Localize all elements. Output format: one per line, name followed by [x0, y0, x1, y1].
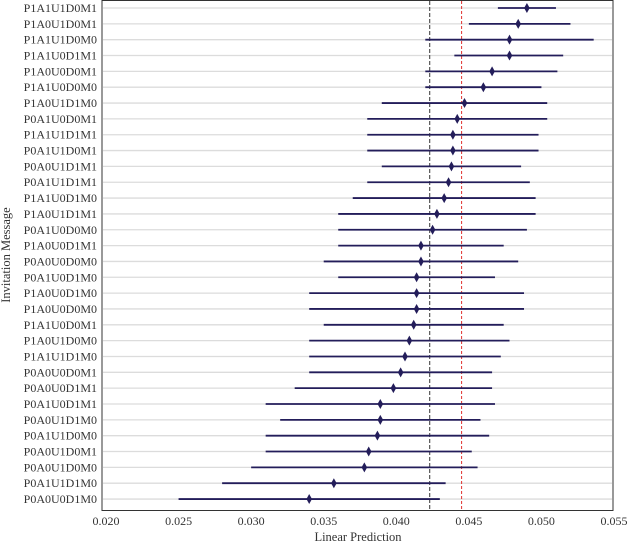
- estimate-point: [454, 113, 461, 124]
- y-tick-label: P1A0U0D1M0: [24, 286, 97, 300]
- estimate-point: [445, 177, 452, 188]
- y-tick-label: P0A1U0D0M1: [24, 112, 97, 126]
- plot-frame: [101, 0, 614, 511]
- x-tick-label: 0.045: [455, 514, 482, 528]
- y-tick-label: P0A0U1D0M0: [24, 460, 97, 474]
- y-tick-label: P0A1U1D1M0: [24, 476, 97, 490]
- x-tick-label: 0.040: [383, 514, 410, 528]
- estimate-point: [515, 18, 522, 29]
- y-tick-label: P0A0U1D1M1: [24, 159, 97, 173]
- estimate-point: [377, 399, 384, 409]
- estimate-point: [390, 383, 397, 394]
- y-tick-label: P1A0U1D1M0: [24, 96, 97, 110]
- y-tick-label: P0A0U1D0M1: [24, 445, 97, 459]
- estimate-point: [306, 494, 312, 505]
- x-tick-label: 0.035: [310, 514, 337, 528]
- y-tick-label: P0A1U1D0M1: [24, 144, 97, 158]
- y-tick-label: P0A0U0D0M1: [24, 365, 97, 379]
- y-tick-label: P1A0U1D0M1: [24, 17, 97, 31]
- estimate-point: [489, 66, 495, 77]
- gridlines: [103, 7, 612, 500]
- estimate-point: [410, 319, 417, 330]
- estimate-point: [397, 367, 404, 378]
- y-tick-label: P1A0U1D1M1: [24, 207, 97, 221]
- y-tick-label: P1A0U0D0M0: [24, 302, 97, 316]
- estimate-point: [365, 446, 372, 457]
- y-tick-label: P0A1U0D1M0: [24, 270, 97, 284]
- data-marks: [178, 3, 594, 505]
- y-tick-label: P1A1U0D0M0: [24, 80, 97, 94]
- y-tick-label: P0A0U1D1M0: [24, 413, 97, 427]
- estimate-point: [480, 82, 487, 93]
- y-tick-label: P1A1U0D1M1: [24, 49, 97, 63]
- estimate-point: [448, 161, 455, 172]
- y-tick-label: P1A1U0D0M1: [24, 318, 97, 332]
- y-tick-label: P1A1U1D0M0: [24, 33, 97, 47]
- estimate-point: [406, 335, 413, 346]
- estimate-point: [413, 303, 420, 314]
- y-axis-title: Invitation Message: [0, 207, 13, 303]
- x-tick-label: 0.030: [238, 514, 265, 528]
- estimate-point: [418, 240, 424, 251]
- estimate-point: [377, 414, 384, 425]
- y-tick-label: P1A0U1D0M0: [24, 334, 97, 348]
- estimate-point: [402, 351, 408, 362]
- x-tick-label: 0.020: [93, 514, 120, 528]
- estimate-point: [418, 256, 424, 267]
- y-tick-label: P1A1U1D1M1: [24, 128, 97, 142]
- y-tick-label: P1A1U0D1M0: [24, 191, 97, 205]
- y-tick-label: P0A0U0D1M1: [24, 381, 97, 395]
- estimate-point: [524, 3, 530, 13]
- estimate-point: [450, 145, 456, 156]
- estimate-point: [361, 462, 368, 473]
- y-tick-label: P0A0U0D0M0: [24, 254, 97, 268]
- x-tick-label: 0.025: [165, 514, 192, 528]
- x-axis-title: Linear Prediction: [314, 530, 402, 544]
- y-tick-label: P1A0U0D0M1: [24, 64, 97, 78]
- estimate-point: [450, 129, 456, 140]
- estimate-point: [441, 193, 447, 204]
- y-tick-label: P0A1U1D1M1: [24, 175, 97, 189]
- y-tick-label: P1A1U1D0M1: [24, 1, 97, 15]
- estimate-point: [506, 50, 513, 61]
- y-tick-label: P0A1U0D1M1: [24, 397, 97, 411]
- estimate-point: [506, 34, 513, 45]
- estimate-point: [413, 272, 420, 283]
- x-tick-label: 0.050: [528, 514, 555, 528]
- x-tick-labels: 0.020 0.025 0.030 0.035 0.040 0.045 0.050 0.055: [93, 514, 628, 528]
- y-tick-labels: P1A1U1D0M1 P1A0U1D0M1 P1A1U1D0M0 P1A1U0D1M1…: [24, 1, 97, 506]
- estimate-point: [413, 288, 420, 299]
- estimate-point: [331, 478, 337, 489]
- y-tick-label: P1A1U1D1M0: [24, 349, 97, 363]
- y-tick-label: P0A1U1D0M0: [24, 429, 97, 443]
- reference-lines: [429, 1, 463, 510]
- estimate-point: [374, 430, 381, 441]
- y-tick-label: P1A0U0D1M1: [24, 239, 97, 253]
- y-tick-label: P0A1U0D0M0: [24, 223, 97, 237]
- estimate-point: [461, 98, 468, 109]
- x-tick-label: 0.055: [601, 514, 628, 528]
- y-tick-label: P0A0U0D1M0: [24, 492, 97, 506]
- estimate-point: [434, 208, 440, 219]
- estimate-point: [429, 224, 436, 235]
